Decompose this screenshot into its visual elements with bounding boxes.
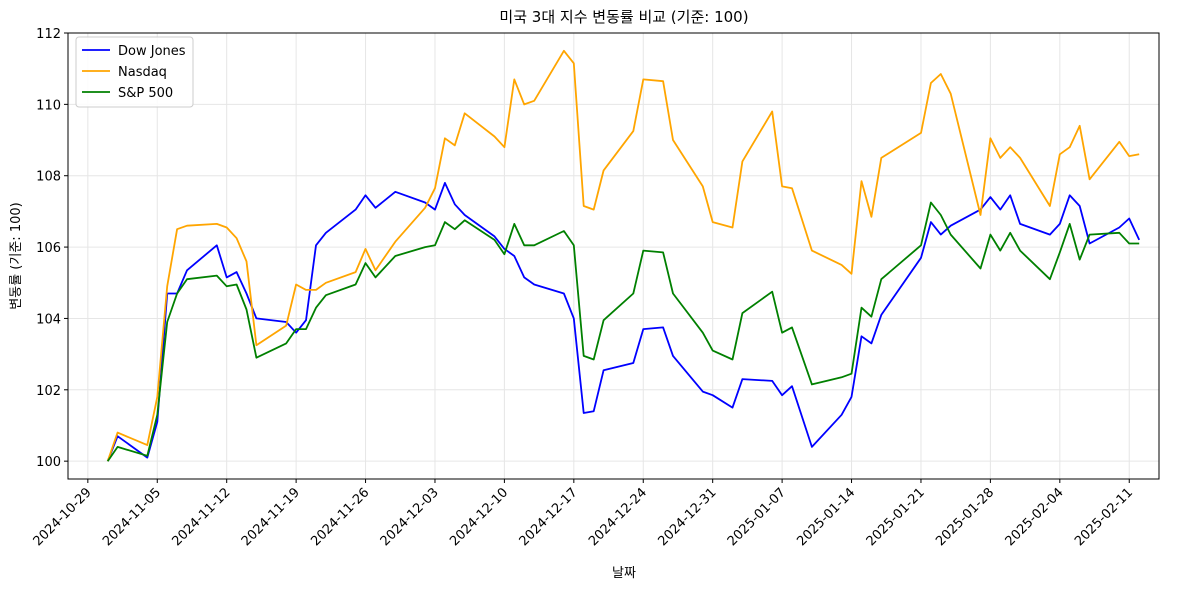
- y-tick-label: 104: [36, 312, 61, 327]
- y-axis: 100 102 104 106 108 110 112: [36, 27, 68, 470]
- legend: Dow Jones Nasdaq S&P 500: [75, 36, 194, 108]
- y-tick-label: 112: [36, 27, 61, 42]
- series-line-1: [106, 49, 1140, 462]
- y-tick-label: 108: [36, 170, 61, 185]
- legend-label: Dow Jones: [118, 44, 186, 59]
- legend-box: [75, 36, 194, 108]
- legend-label: S&P 500: [118, 86, 173, 101]
- series-line-2: [106, 201, 1140, 462]
- x-axis-title: 날짜: [612, 566, 636, 581]
- y-tick-label: 102: [36, 384, 61, 399]
- series-line-0: [106, 181, 1141, 462]
- plot-frame: [67, 32, 1160, 480]
- y-tick-label: 110: [36, 98, 61, 113]
- series-lines: [106, 49, 1141, 462]
- y-axis-title: 변동률 (기준: 100): [9, 202, 24, 309]
- y-tick-label: 106: [36, 241, 61, 256]
- y-tick-label: 100: [36, 455, 61, 470]
- legend-label: Nasdaq: [118, 65, 167, 80]
- chart-title: 미국 3대 지수 변동률 비교 (기준: 100): [499, 8, 748, 26]
